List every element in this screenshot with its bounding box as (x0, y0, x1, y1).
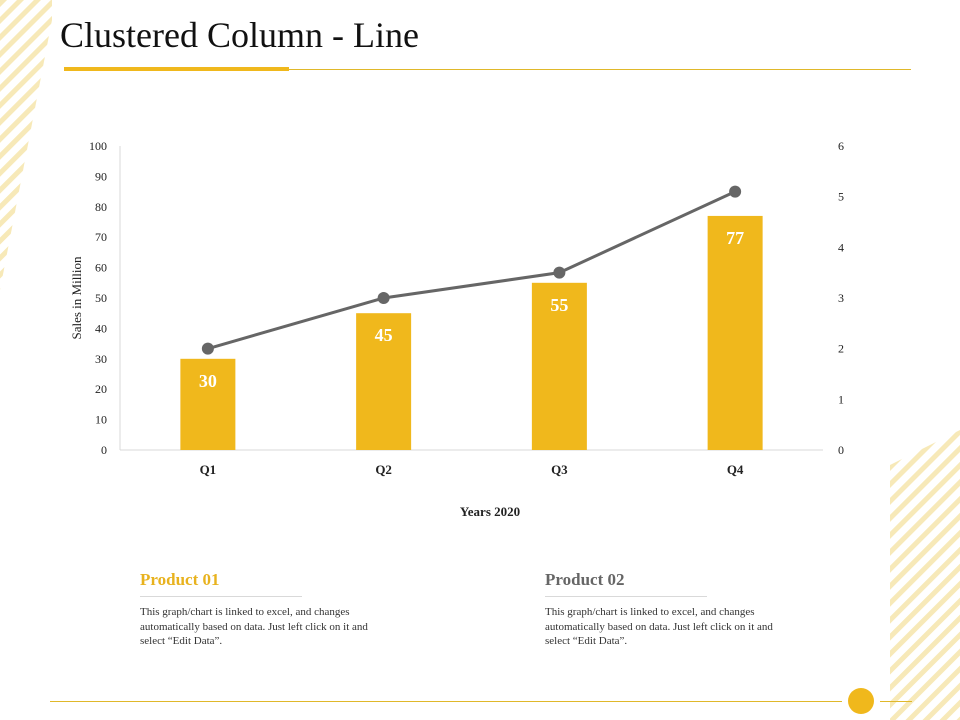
footer-rule (50, 701, 912, 702)
y-tick-label: 0 (101, 443, 107, 457)
bar-q3 (531, 282, 587, 450)
product-01-title: Product 01 (140, 570, 302, 597)
bar-data-label: 45 (375, 325, 393, 345)
x-axis-title: Years 2020 (460, 504, 520, 519)
y-tick-label: 70 (95, 230, 107, 244)
y-axis-title: Sales in Million (69, 256, 84, 340)
y2-tick-label: 5 (838, 190, 844, 204)
y2-tick-label: 6 (838, 139, 844, 153)
footer-dot-icon (848, 688, 874, 714)
y-tick-label: 10 (95, 413, 107, 427)
y-tick-label: 50 (95, 291, 107, 305)
line-point-q2 (377, 292, 390, 304)
y-tick-label: 30 (95, 352, 107, 366)
page-title: Clustered Column - Line (60, 15, 419, 55)
line-series-product-02 (207, 190, 736, 351)
y2-tick-label: 0 (838, 443, 844, 457)
y-tick-label: 80 (95, 200, 107, 214)
product-02-title: Product 02 (545, 570, 707, 597)
bar-data-label: 55 (550, 295, 568, 315)
product-02-card: Product 02 This graph/chart is linked to… (545, 570, 790, 649)
y2-tick-label: 1 (838, 392, 844, 406)
title-accent-bar (64, 67, 289, 71)
decorative-stripes-bottom-right (890, 430, 960, 720)
bar-q2 (356, 313, 412, 450)
y2-tick-label: 3 (838, 291, 844, 305)
product-02-description: This graph/chart is linked to excel, and… (545, 606, 773, 647)
line-point-q3 (553, 266, 566, 279)
x-tick-label: Q4 (727, 462, 744, 477)
y-tick-label: 40 (95, 321, 107, 335)
y2-tick-label: 2 (838, 342, 844, 356)
product-01-description: This graph/chart is linked to excel, and… (140, 606, 368, 647)
y2-tick-label: 4 (838, 240, 844, 254)
y-tick-label: 60 (95, 261, 107, 275)
title-underline (64, 69, 911, 70)
bar-q1 (180, 358, 236, 450)
y-tick-label: 90 (95, 169, 107, 183)
line-point-q4 (729, 185, 742, 198)
y-tick-label: 20 (95, 382, 107, 396)
x-tick-label: Q1 (200, 462, 217, 477)
bar-data-label: 77 (726, 228, 744, 248)
bar-q4 (707, 215, 763, 450)
y-tick-label: 100 (89, 139, 107, 153)
bar-data-label: 30 (199, 371, 217, 391)
product-01-card: Product 01 This graph/chart is linked to… (140, 570, 385, 649)
decorative-stripes-top-left (0, 0, 52, 290)
line-point-q1 (201, 342, 214, 355)
x-tick-label: Q2 (375, 462, 392, 477)
x-tick-label: Q3 (551, 462, 568, 477)
